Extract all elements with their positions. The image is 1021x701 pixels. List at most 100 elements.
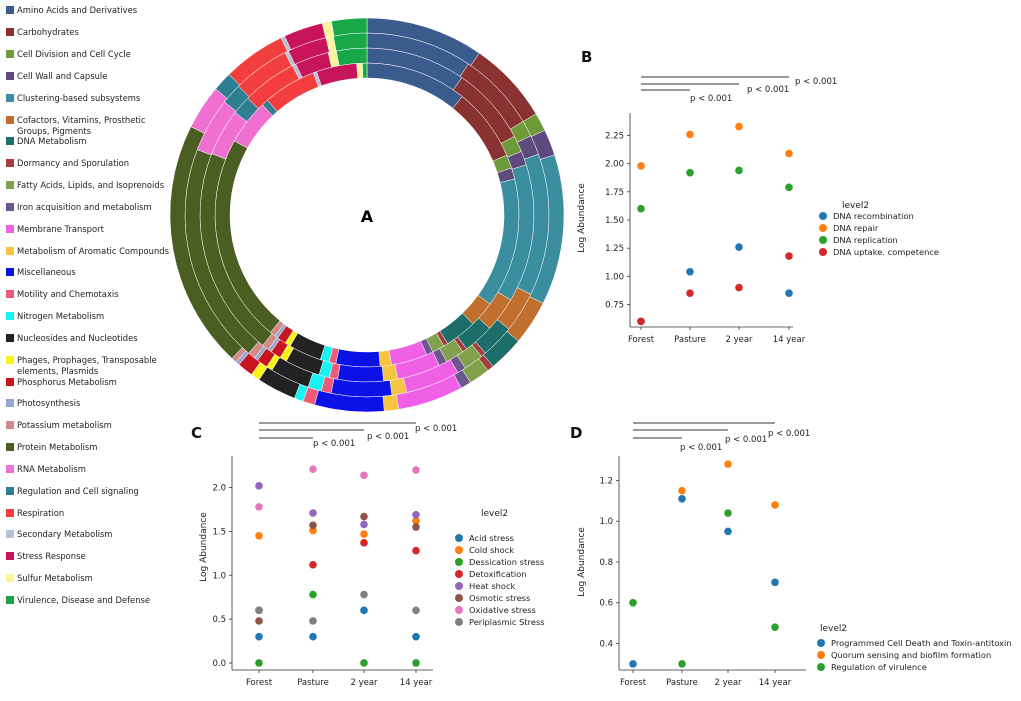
point-dna-replication-2-year bbox=[735, 166, 743, 175]
panel-c-scatter: 0.0 0.5 1.0 1.5 2.0 Forest Pasture 2 year 14 yea… bbox=[191, 422, 545, 688]
legend-label: Photosynthesis bbox=[17, 398, 81, 408]
donut-slice-pasture-virulence-disease-and-defense bbox=[336, 47, 368, 66]
legend-label: Carbohydrates bbox=[17, 27, 79, 37]
point-programmed-cell-death-and-toxin-antitoxin-pasture bbox=[678, 495, 686, 503]
legend-marker-dna-replication bbox=[819, 236, 827, 244]
legend-label: Stress Response bbox=[17, 551, 86, 561]
donut-slice-14-year-metabolism-of-aromatic-compounds bbox=[382, 394, 400, 412]
legend-label: Dormancy and Sporulation bbox=[17, 158, 130, 168]
legend-swatch bbox=[6, 137, 14, 145]
legend-marker-detoxification bbox=[455, 570, 463, 578]
y-tick-label: 0.6 bbox=[599, 599, 613, 609]
legend-marker-periplasmic-stress bbox=[455, 618, 463, 626]
x-tick-label: Pasture bbox=[674, 335, 706, 345]
legend-swatch bbox=[6, 225, 14, 233]
legend-swatch bbox=[6, 312, 14, 320]
point-acid-stress-forest bbox=[255, 632, 263, 641]
legend-label: Sulfur Metabolism bbox=[17, 573, 93, 583]
significance-label: p < 0.001 bbox=[725, 435, 767, 445]
legend-label: Regulation and Cell signaling bbox=[17, 486, 139, 496]
legend-swatch bbox=[6, 72, 14, 80]
legend-marker-cold-shock bbox=[455, 546, 463, 554]
legend-marker-osmotic-stress bbox=[455, 594, 463, 602]
point-acid-stress-14-year bbox=[412, 632, 420, 641]
y-tick-label: 1.0 bbox=[599, 517, 613, 527]
legend-item-iron-acquisition-and-metabolism: Iron acquisition and metabolism bbox=[6, 202, 178, 213]
point-dna-uptake-competence-2-year bbox=[735, 283, 743, 292]
point-heat-shock-14-year bbox=[412, 510, 420, 519]
y-tick-label: 2.0 bbox=[212, 484, 226, 494]
point-dna-repair-pasture bbox=[686, 130, 694, 139]
point-programmed-cell-death-and-toxin-antitoxin-2-year bbox=[724, 527, 732, 536]
legend-swatch bbox=[6, 574, 14, 582]
donut-slice-2-year-metabolism-of-aromatic-compounds bbox=[389, 377, 408, 396]
y-tick-label: 2.25 bbox=[605, 132, 624, 142]
y-tick-label: 1.50 bbox=[605, 216, 624, 226]
legend-swatch bbox=[6, 181, 14, 189]
legend-label: RNA Metabolism bbox=[17, 464, 86, 474]
point-dna-replication-forest bbox=[637, 204, 645, 213]
x-tick-label: 2 year bbox=[350, 678, 378, 688]
point-quorum-sensing-and-biofilm-formation-2-year bbox=[724, 460, 732, 468]
significance-label: p < 0.001 bbox=[313, 439, 355, 449]
point-periplasmic-stress-forest bbox=[255, 606, 263, 615]
legend-item-stress-response: Stress Response bbox=[6, 551, 178, 562]
point-osmotic-stress-forest bbox=[255, 617, 263, 625]
donut-slice-14-year-virulence-disease-and-defense bbox=[331, 17, 368, 37]
point-cold-shock-forest bbox=[255, 532, 263, 540]
panel-letter: B bbox=[581, 48, 592, 66]
point-oxidative-stress-pasture bbox=[309, 465, 317, 473]
legend-label-quorum-sensing-and-biofilm-formation: Quorum sensing and biofilm formation bbox=[831, 650, 991, 660]
legend-label-dna-repair: DNA repair bbox=[833, 223, 879, 233]
point-cold-shock-14-year bbox=[412, 517, 420, 525]
x-tick-label: Pasture bbox=[666, 678, 698, 688]
x-tick-label: 14 year bbox=[773, 335, 806, 345]
legend-swatch bbox=[6, 530, 14, 538]
legend-swatch bbox=[6, 443, 14, 451]
legend-marker-dna-uptake-competence bbox=[819, 248, 827, 256]
legend-item-fatty-acids-lipids-and-isoprenoids: Fatty Acids, Lipids, and Isoprenoids bbox=[6, 180, 178, 191]
donut-slice-2-year-virulence-disease-and-defense bbox=[333, 32, 368, 52]
legend-item-phosphorus-metabolism: Phosphorus Metabolism bbox=[6, 377, 178, 388]
legend-item-membrane-transport: Membrane Transport bbox=[6, 224, 178, 235]
point-detoxification-14-year bbox=[412, 546, 420, 555]
point-detoxification-2-year bbox=[360, 539, 368, 547]
point-acid-stress-pasture bbox=[309, 632, 317, 641]
point-osmotic-stress-2-year bbox=[360, 512, 368, 521]
x-tick-label: Forest bbox=[628, 335, 655, 345]
legend-marker-regulation-of-virulence bbox=[817, 663, 825, 671]
legend-title: level2 bbox=[842, 201, 869, 211]
significance-label: p < 0.001 bbox=[747, 85, 789, 95]
legend-marker-dna-repair bbox=[819, 224, 827, 232]
legend-item-sulfur-metabolism: Sulfur Metabolism bbox=[6, 573, 178, 584]
legend-item-rna-metabolism: RNA Metabolism bbox=[6, 464, 178, 475]
legend-swatch bbox=[6, 596, 14, 604]
y-tick-label: 1.25 bbox=[605, 244, 624, 254]
legend-swatch bbox=[6, 94, 14, 102]
donut-slice-forest-miscellaneous bbox=[335, 348, 381, 368]
legend-label-periplasmic-stress: Periplasmic Stress bbox=[469, 617, 545, 627]
legend-label-oxidative-stress: Oxidative stress bbox=[469, 605, 536, 615]
point-cold-shock-pasture bbox=[309, 526, 317, 535]
significance-label: p < 0.001 bbox=[415, 424, 457, 434]
point-regulation-of-virulence-14-year bbox=[771, 623, 779, 631]
legend-swatch bbox=[6, 203, 14, 211]
legend-marker-acid-stress bbox=[455, 534, 463, 542]
legend-item-secondary-metabolism: Secondary Metabolism bbox=[6, 529, 178, 540]
legend-label: Fatty Acids, Lipids, and Isoprenoids bbox=[17, 180, 165, 190]
point-oxidative-stress-14-year bbox=[412, 466, 420, 474]
legend-label: Metabolism of Aromatic Compounds bbox=[17, 246, 169, 256]
y-axis-label: Log Abundance bbox=[577, 527, 587, 597]
legend-label-detoxification: Detoxification bbox=[469, 569, 527, 579]
point-dna-uptake-competence-pasture bbox=[686, 289, 694, 298]
legend-marker-programmed-cell-death-and-toxin-antitoxin bbox=[817, 639, 825, 647]
y-axis-label: Log Abundance bbox=[199, 512, 209, 582]
significance-label: p < 0.001 bbox=[680, 443, 722, 453]
panel-letter: D bbox=[570, 424, 582, 442]
x-tick-label: 2 year bbox=[725, 335, 753, 345]
legend-swatch bbox=[6, 399, 14, 407]
point-periplasmic-stress-2-year bbox=[360, 590, 368, 599]
legend-swatch bbox=[6, 334, 14, 342]
y-tick-label: 1.2 bbox=[599, 476, 613, 486]
donut-slice-forest-sulfur-metabolism bbox=[356, 62, 364, 79]
